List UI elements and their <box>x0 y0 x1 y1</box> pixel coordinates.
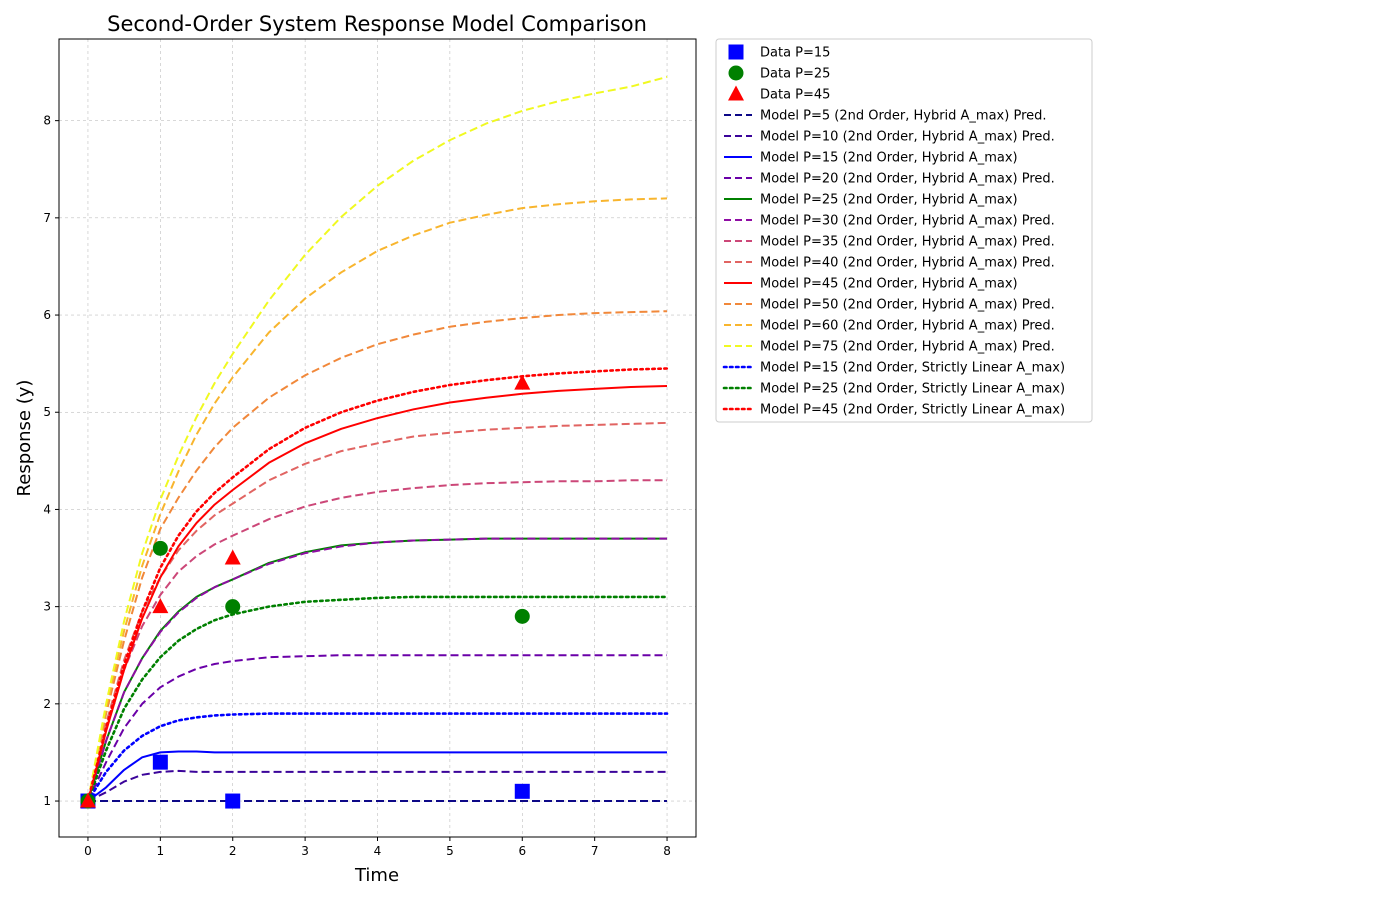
x-axis-label: Time <box>354 865 399 886</box>
y-tick-label: 5 <box>43 405 51 419</box>
series-line-9 <box>87 479 667 802</box>
legend: Data P=15 Data P=25 Data P=45 Model P=5 (2n… <box>715 38 1093 423</box>
legend-entry-9: Model P=35 (2nd Order, Hybrid A_max) Pre… <box>760 235 1055 250</box>
legend-entry-15: Model P=15 (2nd Order, Strictly Linear A… <box>760 361 1065 376</box>
legend-entry-5: Model P=15 (2nd Order, Hybrid A_max) <box>760 151 1018 166</box>
grid <box>59 39 696 837</box>
series-line-13 <box>87 197 668 802</box>
series-line-16 <box>86 595 669 803</box>
legend-entry-13: Model P=60 (2nd Order, Hybrid A_max) Pre… <box>760 319 1055 334</box>
legend-entry-0: Data P=15 <box>760 46 830 61</box>
y-axis-label: Response (y) <box>14 380 35 497</box>
y-tick-label: 4 <box>43 502 51 516</box>
x-tick-label: 0 <box>84 844 92 858</box>
series-line-15 <box>86 712 669 803</box>
data-point-1-2 <box>225 599 241 615</box>
legend-entry-14: Model P=75 (2nd Order, Hybrid A_max) Pre… <box>760 340 1055 355</box>
legend-marker-1 <box>728 65 744 81</box>
x-tick-label: 7 <box>591 844 599 858</box>
legend-entry-16: Model P=25 (2nd Order, Strictly Linear A… <box>760 382 1065 397</box>
series-line-4 <box>87 769 667 802</box>
data-point-1-1 <box>152 540 168 556</box>
x-tick-label: 6 <box>518 844 526 858</box>
series-line-8 <box>87 537 667 802</box>
y-tick-label: 6 <box>43 308 51 322</box>
legend-marker-0 <box>728 44 744 60</box>
data-point-2-2 <box>224 549 241 565</box>
legend-entry-7: Model P=25 (2nd Order, Hybrid A_max) <box>760 193 1018 208</box>
series-line-5 <box>87 750 667 802</box>
data-point-1-3 <box>514 608 530 624</box>
axis-ticks: 0 1 2 3 4 5 6 7 8 1 2 3 4 5 6 7 8 <box>43 114 671 858</box>
series-line-12 <box>87 310 668 802</box>
legend-entry-2: Data P=45 <box>760 88 830 103</box>
series-line-17 <box>86 367 669 803</box>
legend-entry-11: Model P=45 (2nd Order, Hybrid A_max) <box>760 277 1018 292</box>
legend-entry-3: Model P=5 (2nd Order, Hybrid A_max) Pred… <box>760 109 1047 124</box>
legend-entry-4: Model P=10 (2nd Order, Hybrid A_max) Pre… <box>760 130 1055 145</box>
legend-marker-2 <box>728 85 744 101</box>
legend-entry-1: Data P=25 <box>760 67 830 82</box>
data-point-0-1 <box>152 754 168 770</box>
y-tick-label: 8 <box>43 114 51 128</box>
data-point-2-3 <box>514 374 531 390</box>
legend-entry-12: Model P=50 (2nd Order, Hybrid A_max) Pre… <box>760 298 1055 313</box>
y-tick-label: 3 <box>43 600 51 614</box>
plot-series <box>79 75 669 809</box>
x-tick-label: 2 <box>229 844 237 858</box>
legend-entry-6: Model P=20 (2nd Order, Hybrid A_max) Pre… <box>760 172 1055 187</box>
data-point-2-1 <box>152 598 169 614</box>
chart-title: Second-Order System Response Model Compa… <box>107 12 647 36</box>
x-tick-label: 5 <box>446 844 454 858</box>
data-point-0-3 <box>514 783 530 799</box>
x-tick-label: 4 <box>374 844 382 858</box>
x-tick-label: 8 <box>663 844 671 858</box>
legend-entry-8: Model P=30 (2nd Order, Hybrid A_max) Pre… <box>760 214 1055 229</box>
data-point-0-2 <box>225 793 241 809</box>
legend-entry-10: Model P=40 (2nd Order, Hybrid A_max) Pre… <box>760 256 1055 271</box>
x-tick-label: 3 <box>301 844 309 858</box>
y-tick-label: 7 <box>43 211 51 225</box>
series-line-11 <box>87 385 668 802</box>
x-tick-label: 1 <box>157 844 165 858</box>
legend-frame <box>715 38 1093 423</box>
y-tick-label: 2 <box>43 697 51 711</box>
data-point-2-0 <box>79 792 96 808</box>
y-tick-label: 1 <box>43 794 51 808</box>
legend-entry-17: Model P=45 (2nd Order, Strictly Linear A… <box>760 403 1065 418</box>
